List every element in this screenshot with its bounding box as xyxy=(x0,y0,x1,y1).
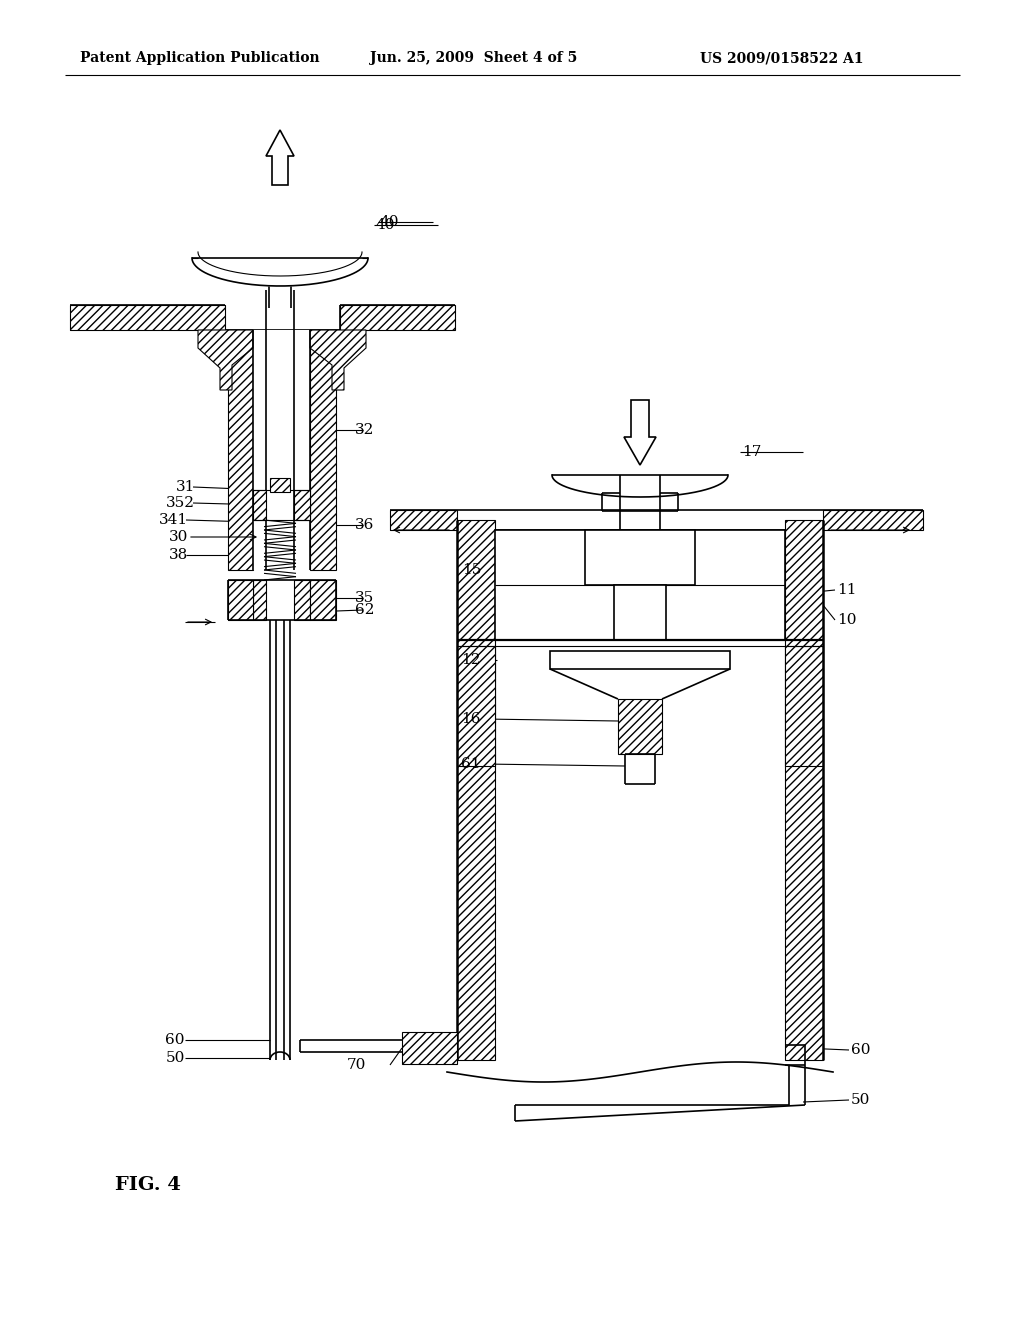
Text: 341: 341 xyxy=(159,513,188,527)
Text: 10: 10 xyxy=(837,612,856,627)
Text: 60: 60 xyxy=(166,1034,185,1047)
Text: 62: 62 xyxy=(355,603,375,616)
Text: 50: 50 xyxy=(851,1093,870,1107)
Bar xyxy=(253,579,266,620)
Text: 36: 36 xyxy=(355,517,375,532)
Text: 40: 40 xyxy=(380,215,399,228)
Text: 31: 31 xyxy=(176,480,195,494)
Bar xyxy=(253,330,310,570)
Bar xyxy=(390,510,457,531)
Bar xyxy=(270,478,290,492)
FancyArrow shape xyxy=(624,400,656,465)
Text: 50: 50 xyxy=(166,1051,185,1065)
Bar xyxy=(457,520,495,1060)
Bar xyxy=(228,330,253,570)
Bar xyxy=(228,579,253,620)
Text: 16: 16 xyxy=(462,711,481,726)
Text: 12: 12 xyxy=(462,653,481,667)
Text: 15: 15 xyxy=(462,564,481,577)
Bar xyxy=(294,490,310,520)
Text: 352: 352 xyxy=(166,496,195,510)
Bar xyxy=(785,520,823,1060)
Bar xyxy=(253,490,266,520)
Bar xyxy=(70,305,225,330)
Bar xyxy=(402,1032,457,1064)
Text: 35: 35 xyxy=(355,591,374,605)
Text: 40: 40 xyxy=(376,218,395,232)
Polygon shape xyxy=(193,257,368,286)
Text: 70: 70 xyxy=(347,1059,367,1072)
Text: 17: 17 xyxy=(742,445,762,459)
Text: Patent Application Publication: Patent Application Publication xyxy=(80,51,319,65)
Text: FIG. 4: FIG. 4 xyxy=(115,1176,181,1195)
Text: US 2009/0158522 A1: US 2009/0158522 A1 xyxy=(700,51,863,65)
Bar xyxy=(550,651,730,669)
FancyArrow shape xyxy=(266,129,294,185)
Text: 11: 11 xyxy=(837,583,856,597)
Polygon shape xyxy=(310,330,366,389)
Bar xyxy=(340,305,455,330)
Bar xyxy=(457,645,495,766)
Bar xyxy=(495,531,785,640)
Text: Jun. 25, 2009  Sheet 4 of 5: Jun. 25, 2009 Sheet 4 of 5 xyxy=(370,51,578,65)
Bar xyxy=(585,531,695,585)
Text: 38: 38 xyxy=(169,548,188,562)
Bar xyxy=(618,700,662,754)
Polygon shape xyxy=(552,475,728,498)
Bar xyxy=(823,510,923,531)
Bar xyxy=(310,330,336,570)
Text: 30: 30 xyxy=(169,531,188,544)
Bar xyxy=(614,585,666,640)
Text: 60: 60 xyxy=(851,1043,870,1057)
Bar xyxy=(785,645,823,766)
Text: 61: 61 xyxy=(462,756,481,771)
Text: 32: 32 xyxy=(355,422,375,437)
Polygon shape xyxy=(198,330,253,389)
Bar xyxy=(294,579,310,620)
Bar xyxy=(310,579,336,620)
